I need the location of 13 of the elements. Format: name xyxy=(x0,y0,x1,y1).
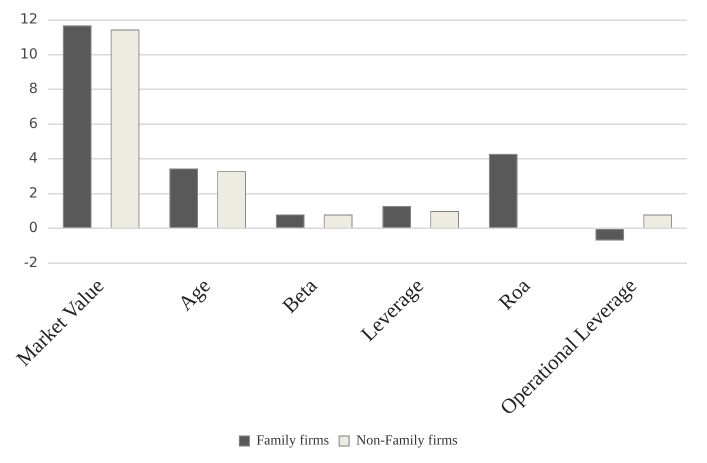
y-tick-label: 2 xyxy=(28,185,38,202)
legend-label: Non-Family firms xyxy=(356,434,458,449)
x-tick-label: Age xyxy=(173,274,216,316)
x-tick-label: Roa xyxy=(494,273,536,314)
y-tick-label: 4 xyxy=(28,150,38,167)
y-tick-label: 8 xyxy=(28,81,38,98)
y-tick-label: 6 xyxy=(28,116,38,132)
y-tick-label: -2 xyxy=(24,254,38,271)
y-tick-label: 10 xyxy=(20,46,38,62)
legend-label: Family firms xyxy=(256,434,330,449)
y-tick-label: 0 xyxy=(28,220,38,236)
y-tick-label: 12 xyxy=(20,12,38,28)
x-tick-label: Beta xyxy=(277,273,322,318)
